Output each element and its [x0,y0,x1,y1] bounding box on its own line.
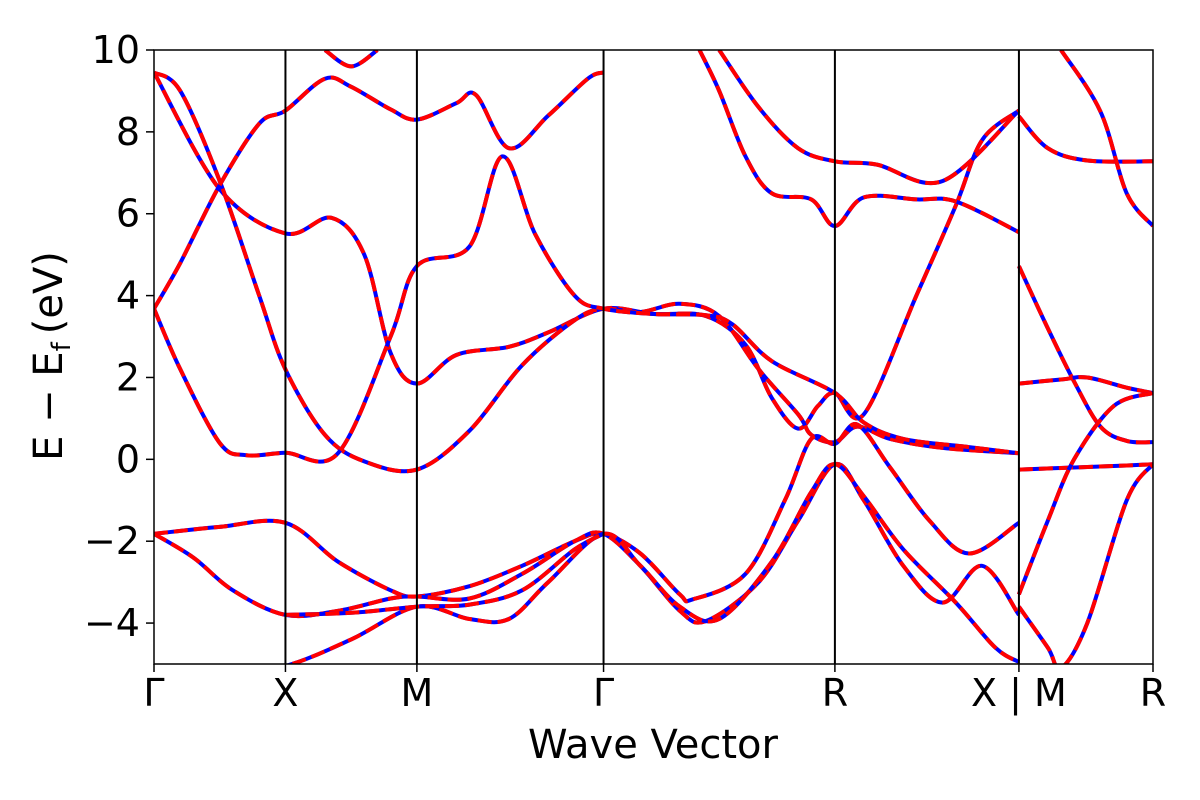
band-line-solid-1 [154,70,1020,474]
y-axis-label: E − Ef (eV) [26,251,77,461]
x-tick-label: R [822,671,848,715]
y-tick-label: 8 [116,110,140,154]
band-line-dashed-4 [154,422,1021,604]
x-tick-label: X [272,671,298,715]
band-line-dashed-9 [717,50,1021,185]
x-tick-label: Γ [143,671,164,715]
y-axis-label-main: E − E [26,351,72,461]
band-line-dashed-16 [1017,462,1153,664]
band-line-dashed-17 [1059,50,1153,228]
x-tick-label: X | M [971,671,1067,716]
band-line-dashed-15 [1017,391,1153,596]
x-tick-label: R [1140,671,1166,715]
band-line-solid-13 [1018,375,1153,395]
band-line-dashed-1 [154,70,1020,474]
band-line-dashed-0 [154,71,1021,431]
bands-layer [154,50,1153,664]
y-axis-label-unit: (eV) [26,251,72,334]
band-line-solid-16 [1017,462,1153,664]
band-line-solid-12 [1017,265,1153,445]
axes-layer: −4 −2 0 2 4 6 8 10 Γ X M Γ R X | M R [84,28,1166,716]
band-line-dashed-3 [154,154,1020,464]
band-line-dashed-7 [285,532,605,617]
y-tick-label: 10 [92,28,140,72]
band-line-dashed-12 [1017,265,1153,445]
plot-frame [153,49,1154,665]
band-line-dashed-11 [1017,114,1153,164]
x-axis-label: Wave Vector [528,722,779,768]
y-tick-label: 2 [116,355,140,399]
y-tick-label: −2 [84,519,140,563]
band-line-solid-4 [154,422,1021,604]
y-axis-label-subscript: f [47,341,77,351]
band-line-dashed-6 [285,462,1020,664]
y-tick-label: 4 [116,274,140,318]
x-tick-label: Γ [593,671,614,715]
y-tick-label: −4 [84,601,140,645]
y-tick-label: 0 [116,437,140,481]
band-line-dashed-2 [154,70,605,310]
band-line-dashed-10 [323,50,379,69]
band-line-solid-0 [154,71,1021,431]
band-line-solid-3 [154,154,1020,464]
y-tick-label: 6 [116,192,140,236]
x-tick-label: M [400,671,433,715]
band-line-dashed-14 [1018,462,1153,472]
band-line-dashed-8 [697,50,1020,234]
band-line-solid-6 [285,462,1020,664]
band-line-solid-8 [697,50,1020,234]
band-line-dashed-13 [1018,375,1153,395]
band-line-solid-15 [1017,391,1153,596]
band-line-solid-17 [1059,50,1153,228]
